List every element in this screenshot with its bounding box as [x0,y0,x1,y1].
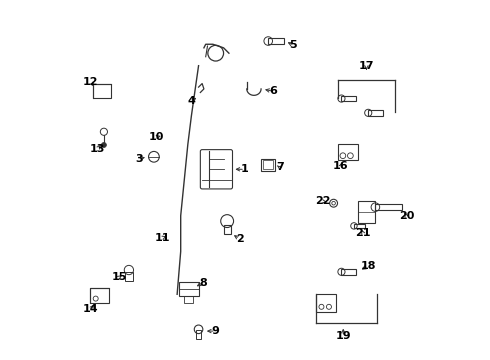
Text: 20: 20 [399,211,414,221]
Bar [354,224,366,228]
Text: 6: 6 [270,86,277,96]
Bar [338,144,358,160]
Bar [196,330,201,339]
Bar [124,272,133,281]
Text: 3: 3 [136,154,144,163]
Bar [268,38,284,44]
Text: 15: 15 [112,272,127,282]
Bar [223,225,231,234]
Text: 11: 11 [154,233,170,243]
Text: 19: 19 [336,332,351,342]
Text: 2: 2 [236,234,244,244]
Bar [90,288,109,303]
Bar [375,204,402,210]
Bar [342,96,356,102]
Text: 12: 12 [83,77,98,87]
Text: 10: 10 [149,132,164,142]
Text: 8: 8 [199,278,207,288]
Bar [317,294,336,312]
Bar [342,269,356,275]
Bar [368,110,383,116]
Bar [358,202,375,223]
Text: 16: 16 [333,161,348,171]
Text: 14: 14 [83,304,98,314]
Text: 9: 9 [212,326,220,336]
Circle shape [101,143,106,148]
Bar [93,84,111,98]
Bar [179,282,198,296]
Bar [263,160,273,169]
Text: 13: 13 [90,144,105,154]
Text: 5: 5 [290,40,297,50]
Text: 1: 1 [241,164,249,174]
Text: 21: 21 [355,228,370,238]
Text: 18: 18 [361,261,376,271]
Text: 7: 7 [276,162,284,172]
Text: 22: 22 [315,197,331,206]
Text: 4: 4 [188,96,196,107]
Text: 17: 17 [359,61,374,71]
Bar [261,158,275,171]
Bar [184,296,193,303]
